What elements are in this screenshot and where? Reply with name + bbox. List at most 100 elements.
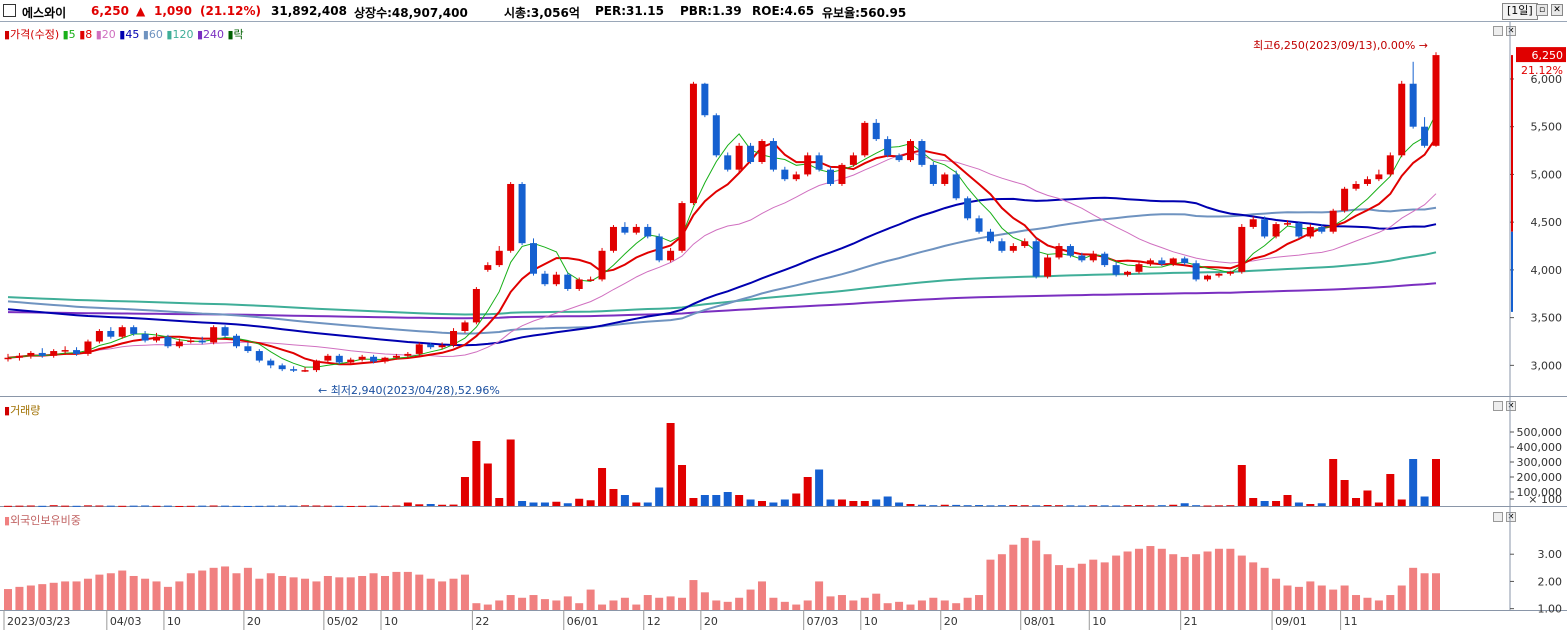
volume-bar (1409, 459, 1418, 506)
foreign-bar (975, 595, 984, 610)
ma-60-line (7, 206, 1437, 335)
restore-icon[interactable]: ▫ (1536, 4, 1548, 16)
candle-body (918, 141, 926, 165)
volume-bar (209, 505, 218, 507)
volume-bar (26, 505, 35, 507)
candle-body (312, 360, 320, 371)
candle-body (564, 274, 572, 289)
volume-bar (243, 505, 252, 507)
volume-bar (335, 505, 344, 507)
foreign-bar (95, 574, 104, 610)
candle-body (1066, 246, 1074, 256)
candle-body (701, 83, 709, 116)
x-axis-label: 05/02 (327, 615, 359, 628)
candle-body (861, 122, 869, 156)
volume-bar (815, 469, 824, 506)
candle-body (530, 243, 538, 274)
candle-body (838, 164, 846, 184)
foreign-bar (483, 604, 492, 610)
foreign-bar (837, 595, 846, 610)
select-checkbox[interactable] (3, 4, 16, 17)
foreign-bar (243, 567, 252, 610)
foreign-bar (335, 577, 344, 610)
foreign-legend-label: 외국인보유비중 (10, 514, 81, 527)
foreign-bar (1432, 573, 1440, 610)
foreign-bar (1237, 555, 1246, 610)
candle-body (175, 341, 183, 347)
foreign-bar (289, 577, 298, 610)
volume-minimize-icon[interactable] (1493, 401, 1503, 411)
legend-item-6: ▮120 (166, 28, 197, 41)
period-selector[interactable]: [1일] (1502, 3, 1538, 20)
candle-body (130, 327, 138, 334)
x-axis-label: 11 (1344, 615, 1358, 628)
volume-bar (723, 492, 732, 506)
foreign-bar (540, 599, 549, 610)
volume-bar (757, 501, 766, 506)
candle-body (1363, 179, 1371, 184)
volume-bar (1146, 505, 1155, 507)
candle-body (1204, 275, 1212, 280)
volume-bar (963, 505, 972, 507)
foreign-bar (735, 597, 744, 610)
volume-bar (1123, 505, 1132, 507)
foreign-bar (1100, 562, 1109, 610)
price-tick-label: 5,500 (1531, 121, 1563, 134)
volume-tick-label: 200,000 (1517, 471, 1563, 484)
volume-bar (518, 501, 527, 506)
candle-body (347, 359, 355, 363)
close-icon[interactable]: ✕ (1551, 4, 1563, 16)
volume-close-icon[interactable]: ✕ (1506, 401, 1516, 411)
legend-item-7: ▮240 (196, 28, 228, 41)
volume-bar (1020, 505, 1029, 507)
foreign-bar (598, 604, 607, 610)
candle-body (118, 327, 126, 337)
volume-bar (380, 505, 389, 507)
candle-body (678, 203, 686, 251)
foreign-bar (1203, 551, 1212, 610)
foreign-bar (495, 600, 504, 610)
candle-body (1078, 255, 1086, 261)
volume-bar (438, 504, 447, 506)
panel-close-icon[interactable]: ✕ (1506, 26, 1516, 36)
foreign-bar (472, 603, 481, 610)
foreign-bar (1329, 589, 1338, 610)
foreign-bar (278, 575, 287, 610)
foreign-bar (929, 597, 938, 610)
foreign-bar (358, 575, 367, 610)
candle-body (244, 346, 252, 352)
candle-body (598, 250, 606, 280)
foreign-bar (1283, 585, 1292, 610)
change-percent: (21.12%) (200, 4, 261, 18)
foreign-bar (1134, 548, 1143, 610)
candle-body (667, 250, 675, 261)
candle-body (655, 236, 663, 261)
candle-body (1283, 223, 1291, 225)
candle-body (38, 352, 46, 356)
range-bar-up (1511, 55, 1513, 232)
candle-body (644, 226, 652, 237)
volume-bar (1397, 499, 1406, 506)
foreign-minimize-icon[interactable] (1493, 512, 1503, 522)
volume-bar (15, 505, 24, 507)
foreign-bar (1043, 554, 1052, 610)
price-tick-label: 4,000 (1531, 264, 1563, 277)
volume-bar (975, 505, 984, 507)
foreign-bar (232, 573, 241, 610)
foreign-bar (1420, 573, 1429, 610)
foreign-bar (1294, 586, 1303, 610)
foreign-bar (986, 559, 995, 610)
foreign-bar (175, 581, 184, 610)
candle-body (872, 122, 880, 140)
panel-minimize-icon[interactable] (1493, 26, 1503, 36)
candle-body (358, 356, 366, 360)
volume-bar (1032, 505, 1041, 507)
volume-bar (929, 505, 938, 507)
foreign-bar (700, 592, 709, 610)
foreign-bar (26, 585, 35, 610)
foreign-bar (1397, 585, 1406, 610)
volume-bar (872, 499, 881, 506)
foreign-bar (872, 593, 881, 610)
volume-bar (906, 504, 915, 506)
foreign-close-icon[interactable]: ✕ (1506, 512, 1516, 522)
